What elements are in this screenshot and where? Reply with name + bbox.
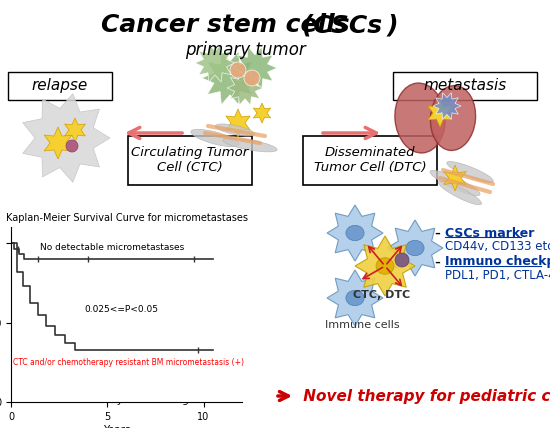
Text: primary tumor: primary tumor bbox=[185, 41, 305, 59]
Polygon shape bbox=[44, 127, 72, 159]
Polygon shape bbox=[327, 270, 383, 326]
Text: Disseminated
Tumor Cell (DTC): Disseminated Tumor Cell (DTC) bbox=[314, 146, 426, 174]
Circle shape bbox=[66, 140, 78, 152]
Text: Immune cells: Immune cells bbox=[324, 320, 399, 330]
Circle shape bbox=[395, 253, 409, 267]
Text: (CSCs ): (CSCs ) bbox=[302, 13, 399, 37]
Ellipse shape bbox=[438, 181, 481, 205]
Polygon shape bbox=[387, 220, 443, 276]
Text: -: - bbox=[434, 224, 440, 242]
FancyBboxPatch shape bbox=[8, 72, 112, 100]
Text: Novel therapy for pediatric cancer: Novel therapy for pediatric cancer bbox=[298, 389, 550, 404]
Polygon shape bbox=[433, 93, 461, 119]
Text: relapse: relapse bbox=[32, 77, 88, 92]
Ellipse shape bbox=[223, 138, 277, 152]
Text: CSCs marker: CSCs marker bbox=[445, 226, 535, 240]
Ellipse shape bbox=[191, 129, 239, 147]
Ellipse shape bbox=[346, 290, 364, 306]
Ellipse shape bbox=[376, 258, 394, 274]
FancyBboxPatch shape bbox=[303, 136, 437, 185]
Text: No detectable micrometastases: No detectable micrometastases bbox=[40, 243, 184, 252]
FancyBboxPatch shape bbox=[128, 136, 252, 185]
Text: Circulating Tumor
Cell (CTC): Circulating Tumor Cell (CTC) bbox=[131, 146, 249, 174]
Ellipse shape bbox=[216, 124, 255, 136]
Polygon shape bbox=[227, 71, 263, 105]
Polygon shape bbox=[23, 94, 110, 182]
Polygon shape bbox=[226, 109, 250, 137]
Ellipse shape bbox=[406, 240, 424, 256]
Polygon shape bbox=[428, 99, 452, 127]
Text: CTC and/or chemotherapy resistant BM micrometastasis (+): CTC and/or chemotherapy resistant BM mic… bbox=[13, 358, 244, 367]
Polygon shape bbox=[355, 236, 415, 296]
Text: -: - bbox=[434, 253, 440, 271]
Ellipse shape bbox=[430, 170, 480, 196]
Ellipse shape bbox=[395, 83, 445, 153]
Polygon shape bbox=[233, 47, 277, 89]
Text: CTC, DTC: CTC, DTC bbox=[353, 290, 411, 300]
Polygon shape bbox=[254, 103, 271, 123]
Ellipse shape bbox=[346, 225, 364, 241]
FancyBboxPatch shape bbox=[393, 72, 537, 100]
Circle shape bbox=[230, 62, 246, 78]
Ellipse shape bbox=[431, 86, 476, 150]
Text: Kaplan-Meier Survival Curve for micrometastases: Kaplan-Meier Survival Curve for micromet… bbox=[7, 213, 249, 223]
Text: 0.025<=P<0.05: 0.025<=P<0.05 bbox=[84, 305, 158, 314]
Text: metastasis: metastasis bbox=[424, 77, 507, 92]
Text: PDL1, PD1, CTLA-4 etc...: PDL1, PD1, CTLA-4 etc... bbox=[445, 268, 550, 282]
Ellipse shape bbox=[447, 161, 493, 182]
Polygon shape bbox=[327, 205, 383, 261]
Text: Cancer stem cells: Cancer stem cells bbox=[101, 13, 359, 37]
Circle shape bbox=[244, 70, 260, 86]
Polygon shape bbox=[444, 165, 466, 191]
Text: CD44v, CD133 etc...: CD44v, CD133 etc... bbox=[445, 240, 550, 253]
Text: Immuno checkpoint: Immuno checkpoint bbox=[445, 256, 550, 268]
X-axis label: Years      : Years bbox=[103, 425, 150, 428]
Polygon shape bbox=[195, 44, 235, 82]
Polygon shape bbox=[202, 51, 258, 104]
Text: Kuroda T et al. J Pediatr Surg 2008: Kuroda T et al. J Pediatr Surg 2008 bbox=[40, 395, 219, 405]
Polygon shape bbox=[64, 118, 85, 142]
